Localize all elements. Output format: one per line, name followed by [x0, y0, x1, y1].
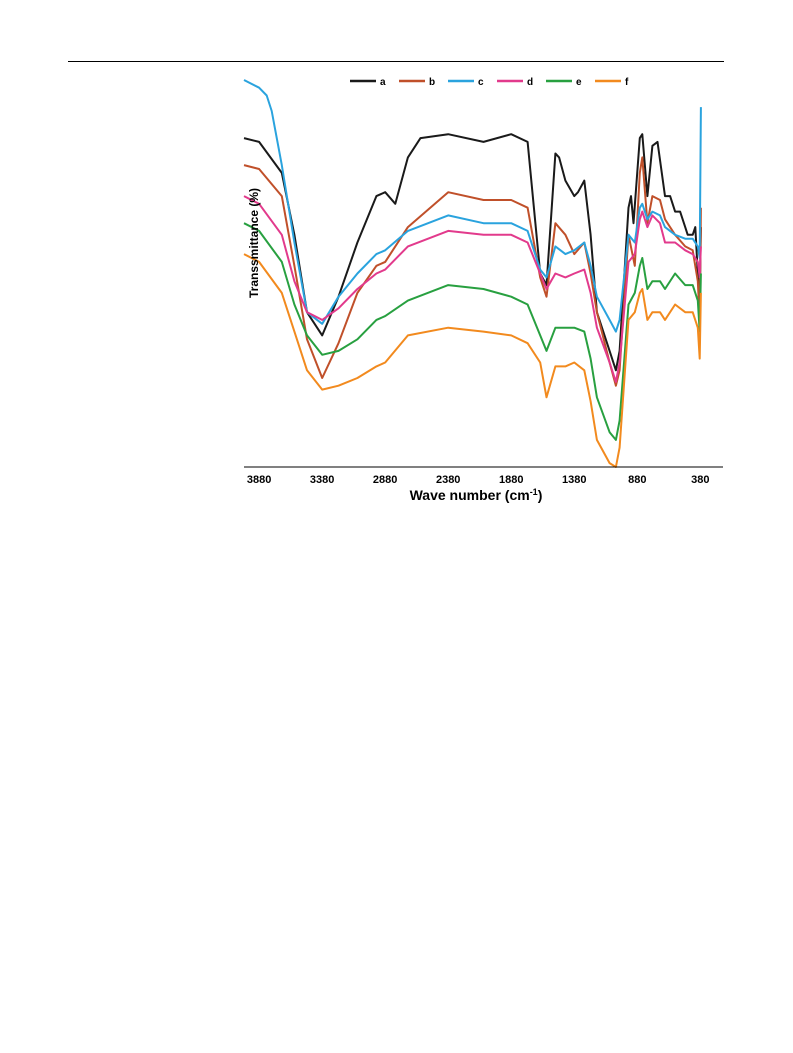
legend-label-a: a [380, 77, 386, 88]
x-tick-label: 1380 [562, 474, 586, 486]
y-axis-title: Transsmittance (%) [247, 188, 261, 298]
series-line-d [243, 195, 702, 383]
x-tick-label: 1880 [499, 474, 523, 486]
page-header-rule [68, 61, 724, 62]
legend-label-b: b [429, 77, 435, 88]
x-tick-labels: 3880 3380 2880 2380 1880 1380 880 380 [247, 474, 710, 486]
x-tick-label: 880 [628, 474, 646, 486]
series-line-e [243, 222, 702, 441]
series-layer [243, 79, 702, 468]
x-tick-label: 3380 [310, 474, 334, 486]
legend-label-c: c [478, 77, 484, 88]
x-tick-label: 2380 [436, 474, 460, 486]
series-line-b [243, 156, 702, 387]
legend-label-d: d [527, 77, 533, 88]
series-line-f [243, 253, 702, 468]
x-tick-label: 2880 [373, 474, 397, 486]
x-axis-title: Wave number (cm-1) [410, 487, 543, 503]
x-tick-label: 3880 [247, 474, 271, 486]
legend-label-f: f [625, 77, 629, 88]
legend: a b c d e f [350, 77, 629, 88]
series-line-c [243, 79, 702, 333]
series-line-a [243, 133, 702, 372]
legend-label-e: e [576, 77, 582, 88]
x-tick-label: 380 [691, 474, 709, 486]
